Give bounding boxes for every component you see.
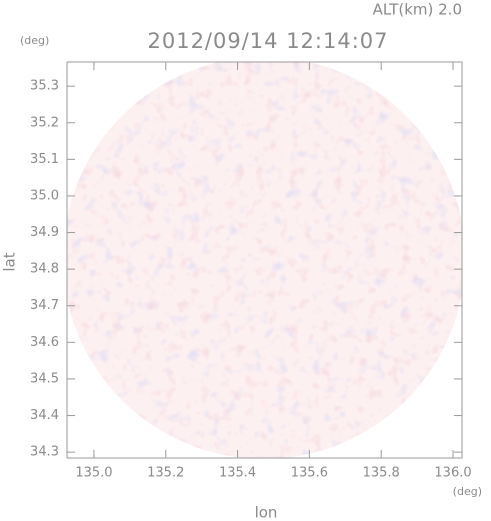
y-tick-label: 35.3 bbox=[30, 79, 59, 94]
y-tick-label: 34.9 bbox=[30, 225, 59, 240]
y-tick-label: 34.6 bbox=[30, 335, 59, 350]
plot-frame bbox=[66, 61, 463, 459]
altitude-label: ALT(km) 2.0 bbox=[373, 1, 462, 19]
y-tick-label: 34.4 bbox=[30, 408, 59, 423]
y-tick-label: 35.0 bbox=[30, 188, 59, 203]
x-tick-label: 135.6 bbox=[291, 466, 328, 481]
y-unit: (deg) bbox=[20, 34, 49, 47]
x-tick-label: 135.8 bbox=[363, 466, 400, 481]
x-unit: (deg) bbox=[453, 485, 482, 498]
y-tick-label: 34.8 bbox=[30, 262, 59, 277]
x-tick-label: 135.2 bbox=[147, 466, 184, 481]
y-tick-label: 35.1 bbox=[30, 152, 59, 167]
radar-field bbox=[67, 62, 462, 458]
y-tick-label: 34.7 bbox=[30, 298, 59, 313]
x-tick-label: 135.4 bbox=[219, 466, 256, 481]
x-tick-label: 136.0 bbox=[434, 466, 471, 481]
y-tick-label: 35.2 bbox=[30, 115, 59, 130]
radar-texture bbox=[67, 62, 462, 458]
x-axis-title: lon bbox=[255, 504, 278, 521]
y-tick-label: 34.3 bbox=[30, 445, 59, 460]
y-axis-title: lat bbox=[1, 252, 19, 271]
y-tick-label: 34.5 bbox=[30, 371, 59, 386]
chart-title: 2012/09/14 12:14:07 bbox=[147, 29, 388, 53]
x-tick-label: 135.0 bbox=[75, 466, 112, 481]
